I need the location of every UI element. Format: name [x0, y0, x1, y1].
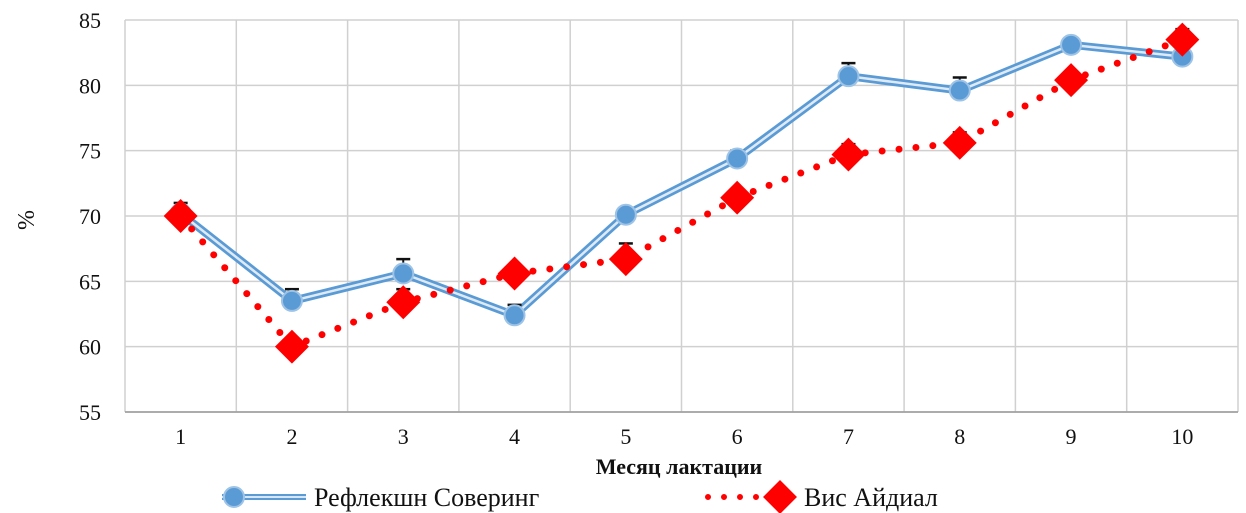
point-2-5 — [608, 242, 643, 277]
legend-item-series-2: Вис Айдиал — [705, 480, 938, 513]
point-2-1 — [163, 199, 198, 233]
series-2 — [163, 22, 1200, 364]
point-1-6 — [726, 147, 749, 170]
legend-label-series-1: Рефлекшн Соверинг — [314, 483, 539, 512]
legend: Рефлекшн Соверинг Вис Айдиал — [222, 480, 938, 513]
legend-marker-series-1 — [223, 486, 245, 508]
y-tick-label-55: 55 — [79, 400, 101, 425]
point-2-2 — [274, 329, 309, 364]
x-tick-label-4: 4 — [509, 424, 520, 449]
y-tick-label-75: 75 — [79, 139, 101, 164]
legend-label-series-2: Вис Айдиал — [804, 483, 938, 512]
point-1-3 — [392, 262, 415, 285]
point-2-7 — [831, 137, 866, 172]
x-tick-label-5: 5 — [620, 424, 631, 449]
x-tick-label-10: 10 — [1171, 424, 1193, 449]
y-tick-label-60: 60 — [79, 335, 101, 360]
point-2-9 — [1054, 63, 1089, 98]
y-axis-label: % — [14, 210, 40, 230]
x-axis-label: Месяц лактации — [596, 454, 763, 479]
point-1-8 — [948, 79, 971, 102]
y-tick-labels: 55 60 65 70 75 80 85 — [79, 8, 101, 425]
legend-item-series-1: Рефлекшн Соверинг — [222, 483, 539, 512]
y-tick-label-85: 85 — [79, 8, 101, 33]
point-2-6 — [720, 180, 755, 215]
y-tick-label-70: 70 — [79, 204, 101, 229]
legend-marker-series-2 — [763, 480, 797, 513]
point-2-10 — [1165, 22, 1200, 57]
x-tick-labels: 1 2 3 4 5 6 7 8 9 10 — [175, 424, 1193, 449]
series-line-inner-1 — [179, 43, 1183, 317]
point-1-2 — [280, 289, 303, 312]
x-tick-label-3: 3 — [398, 424, 409, 449]
series-group — [163, 22, 1200, 364]
point-1-9 — [1060, 33, 1083, 56]
point-1-5 — [614, 203, 637, 226]
x-tick-label-2: 2 — [286, 424, 297, 449]
x-tick-label-6: 6 — [732, 424, 743, 449]
x-tick-label-7: 7 — [843, 424, 854, 449]
point-2-3 — [386, 285, 421, 320]
grid — [124, 19, 1239, 413]
point-1-7 — [837, 65, 860, 88]
y-tick-label-80: 80 — [79, 73, 101, 98]
y-tick-label-65: 65 — [79, 269, 101, 294]
point-1-4 — [503, 304, 526, 327]
x-tick-label-1: 1 — [175, 424, 186, 449]
point-2-8 — [942, 125, 977, 160]
point-2-4 — [497, 256, 532, 291]
x-tick-label-8: 8 — [954, 424, 965, 449]
x-tick-label-9: 9 — [1066, 424, 1077, 449]
